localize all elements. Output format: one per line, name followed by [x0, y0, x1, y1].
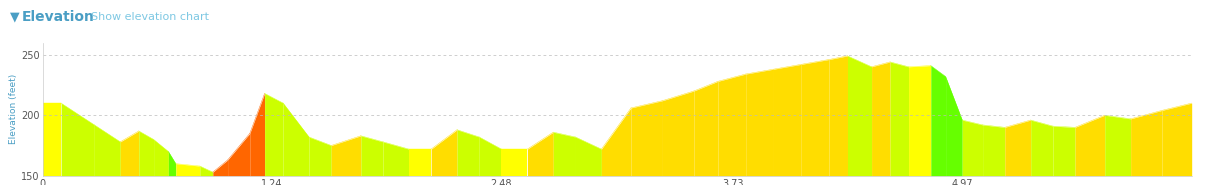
- Text: ▼: ▼: [10, 10, 19, 23]
- Y-axis label: Elevation (feet): Elevation (feet): [10, 74, 18, 144]
- Text: Show elevation chart: Show elevation chart: [91, 12, 209, 22]
- Text: Elevation: Elevation: [22, 10, 95, 24]
